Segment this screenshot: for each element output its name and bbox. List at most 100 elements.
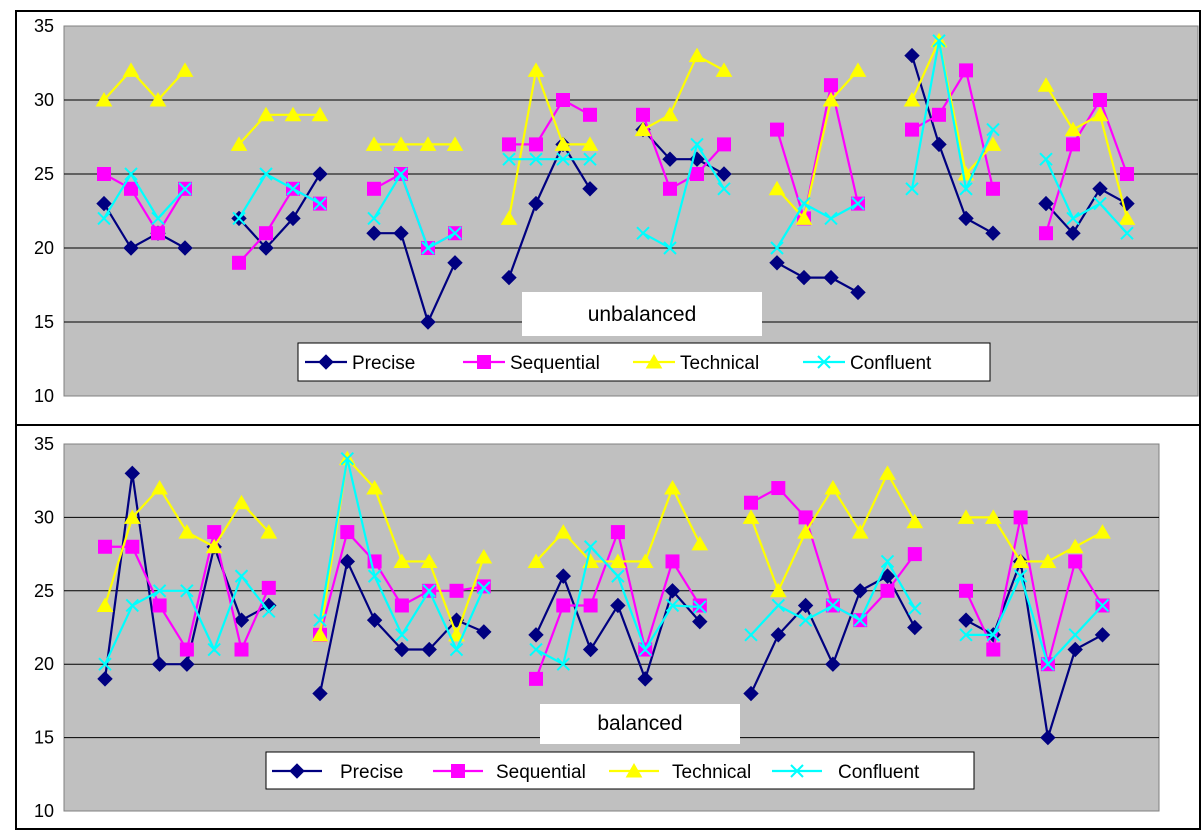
- series-line-precise-unbalanced: [507, 142, 591, 278]
- point-precise-balanced: [124, 465, 141, 482]
- point-confluent-balanced-stroke-b: [853, 613, 867, 627]
- point-sequential-unbalanced: [1039, 226, 1053, 241]
- point-precise-unbalanced: [123, 240, 139, 256]
- series-line-technical-unbalanced: [776, 69, 859, 221]
- point-confluent-balanced: [313, 613, 327, 627]
- point-technical-balanced: [1012, 553, 1029, 568]
- point-precise-unbalanced: [366, 225, 382, 241]
- point-technical-balanced: [1039, 553, 1057, 568]
- point-confluent-balanced: [395, 628, 409, 642]
- point-confluent-balanced-stroke-b: [422, 584, 436, 598]
- point-confluent-balanced: [556, 657, 571, 671]
- point-confluent-unbalanced-stroke-b: [448, 226, 462, 240]
- point-sequential-unbalanced: [502, 137, 516, 152]
- y-tick-label-unbalanced: 20: [34, 238, 54, 258]
- point-confluent-balanced: [422, 584, 436, 598]
- point-sequential-balanced: [449, 583, 464, 598]
- point-precise-balanced: [476, 624, 492, 640]
- point-sequential-unbalanced: [232, 255, 246, 270]
- point-confluent-balanced: [771, 598, 786, 613]
- point-precise-balanced: [664, 583, 681, 599]
- point-confluent-unbalanced: [770, 241, 784, 255]
- point-technical-unbalanced: [365, 136, 383, 151]
- point-confluent-balanced-stroke-b: [665, 598, 680, 613]
- point-technical-balanced: [96, 597, 114, 612]
- point-technical-balanced: [636, 553, 654, 568]
- legend-marker-technical-balanced: [625, 762, 643, 778]
- point-technical-unbalanced: [392, 136, 410, 151]
- point-confluent-unbalanced: [448, 226, 462, 240]
- point-confluent-unbalanced-stroke-b: [1120, 226, 1134, 240]
- point-technical-unbalanced: [849, 62, 867, 77]
- point-technical-balanced: [123, 509, 141, 524]
- point-confluent-balanced-stroke-b: [744, 628, 758, 642]
- point-sequential-unbalanced: [97, 167, 111, 181]
- point-confluent-unbalanced: [151, 211, 165, 226]
- y-tick-label-balanced: 10: [34, 801, 54, 821]
- point-confluent-balanced-stroke-b: [449, 642, 464, 657]
- point-confluent-unbalanced: [797, 196, 811, 211]
- point-confluent-unbalanced: [959, 182, 973, 196]
- point-sequential-balanced: [880, 583, 895, 598]
- caption-label-balanced: balanced: [597, 712, 682, 735]
- point-technical-balanced: [664, 480, 681, 495]
- legend-marker-confluent-unbalanced-stroke-b: [817, 355, 831, 369]
- point-confluent-balanced: [207, 642, 221, 657]
- point-technical-unbalanced: [419, 136, 437, 151]
- point-technical-unbalanced: [500, 210, 518, 225]
- point-confluent-balanced: [853, 613, 867, 627]
- legend-marker-precise-unbalanced: [318, 354, 334, 370]
- series-line-technical-unbalanced: [103, 68, 186, 102]
- point-confluent-unbalanced-stroke-b: [1093, 196, 1107, 211]
- point-precise-unbalanced: [958, 210, 974, 227]
- point-sequential-unbalanced: [151, 226, 165, 241]
- point-confluent-unbalanced-stroke-b: [932, 34, 946, 48]
- series-line-confluent-unbalanced: [776, 202, 859, 249]
- point-confluent-balanced-stroke-b: [313, 613, 327, 627]
- point-precise-balanced: [852, 583, 868, 599]
- legend-marker-confluent-unbalanced: [817, 355, 831, 369]
- point-confluent-unbalanced-stroke-b: [583, 152, 597, 166]
- point-sequential-balanced: [556, 598, 571, 613]
- point-confluent-unbalanced-stroke-b: [986, 122, 1000, 137]
- point-technical-unbalanced: [1064, 121, 1082, 137]
- point-confluent-balanced: [798, 613, 813, 627]
- point-confluent-unbalanced: [636, 226, 650, 240]
- point-precise-balanced: [339, 553, 356, 570]
- point-technical-unbalanced: [903, 91, 921, 107]
- series-line-technical-unbalanced: [1045, 84, 1129, 219]
- point-precise-unbalanced: [312, 166, 328, 182]
- point-technical-balanced: [311, 626, 329, 642]
- point-precise-balanced: [233, 612, 250, 628]
- caption-box-unbalanced: [522, 292, 762, 336]
- point-precise-unbalanced: [96, 195, 112, 212]
- point-confluent-unbalanced: [824, 211, 838, 226]
- point-sequential-balanced: [234, 642, 249, 657]
- point-technical-unbalanced: [768, 180, 786, 196]
- legend-marker-confluent-balanced: [790, 764, 804, 778]
- legend-marker-technical-unbalanced: [645, 353, 663, 369]
- point-precise-balanced: [1094, 627, 1111, 643]
- point-confluent-unbalanced: [717, 182, 731, 196]
- point-sequential-balanced: [1013, 510, 1028, 525]
- point-technical-balanced: [609, 553, 627, 568]
- point-confluent-unbalanced: [583, 152, 597, 166]
- point-precise-balanced: [692, 613, 708, 630]
- series-line-technical-unbalanced: [507, 66, 590, 219]
- series-line-technical-unbalanced: [642, 54, 725, 131]
- point-precise-unbalanced: [1038, 195, 1054, 212]
- point-technical-balanced: [475, 549, 493, 564]
- point-confluent-unbalanced: [1120, 226, 1134, 240]
- y-tick-label-balanced: 20: [34, 654, 54, 674]
- point-technical-balanced: [233, 494, 250, 510]
- point-confluent-balanced: [826, 598, 840, 613]
- point-confluent-balanced-stroke-b: [98, 657, 112, 671]
- point-sequential-unbalanced: [932, 107, 946, 122]
- y-tick-label-unbalanced: 15: [34, 312, 54, 332]
- point-technical-unbalanced: [284, 106, 302, 122]
- point-technical-unbalanced: [1118, 210, 1136, 225]
- point-confluent-unbalanced: [367, 211, 381, 226]
- point-precise-unbalanced: [258, 240, 274, 256]
- point-precise-balanced: [394, 641, 410, 658]
- point-technical-balanced: [691, 535, 709, 551]
